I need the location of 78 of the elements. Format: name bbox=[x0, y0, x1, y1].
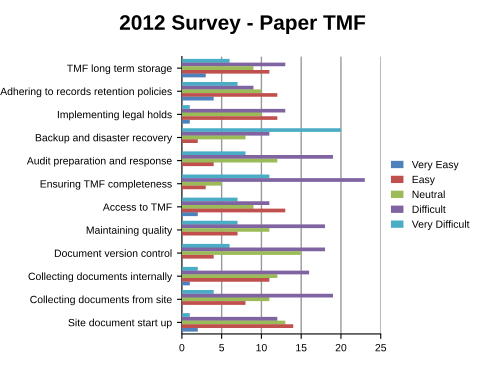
y-tick-label: TMF long term storage bbox=[67, 64, 172, 74]
x-tick-label: 5 bbox=[219, 344, 224, 352]
bar bbox=[182, 201, 270, 205]
bar bbox=[182, 278, 270, 282]
x-tick-label: 15 bbox=[296, 344, 307, 352]
x-tick-label: 25 bbox=[375, 344, 386, 352]
legend-label: Very Difficult bbox=[412, 220, 470, 230]
bar bbox=[182, 86, 254, 90]
bar bbox=[182, 212, 198, 216]
bar bbox=[182, 162, 214, 166]
bar bbox=[182, 186, 206, 190]
y-tick-label: Ensuring TMF completeness bbox=[40, 180, 172, 190]
y-tick-label: Access to TMF bbox=[102, 203, 172, 211]
y-tick-label: Maintaining quality bbox=[86, 226, 172, 236]
bar bbox=[182, 316, 278, 321]
x-tick-label: 20 bbox=[336, 344, 346, 352]
bar bbox=[182, 251, 302, 255]
y-tick-label: Adhering to records retention policies bbox=[0, 87, 172, 98]
y-tick-label: Site document start up bbox=[68, 318, 172, 328]
bar bbox=[182, 82, 238, 86]
y-tick-label: Backup and disaster recovery bbox=[36, 134, 172, 144]
legend-label: Difficult bbox=[412, 205, 446, 213]
bar bbox=[182, 204, 254, 209]
bar bbox=[182, 120, 190, 124]
legend-label: Easy bbox=[412, 176, 435, 186]
legend-label: Neutral bbox=[412, 190, 445, 198]
y-tick-label: Implementing legal holds bbox=[58, 110, 172, 120]
bar bbox=[182, 136, 246, 140]
y-tick-label: Document version control bbox=[54, 249, 172, 257]
bar bbox=[182, 254, 214, 259]
bar bbox=[182, 96, 214, 100]
y-tick-label: Collecting documents internally bbox=[28, 272, 172, 282]
bar bbox=[182, 324, 294, 328]
y-tick-label: Collecting documents from site bbox=[30, 296, 172, 306]
bar bbox=[182, 244, 230, 248]
bar bbox=[182, 320, 286, 324]
bar bbox=[182, 328, 198, 332]
bar bbox=[182, 112, 262, 116]
bar bbox=[182, 182, 222, 186]
bar bbox=[182, 58, 230, 63]
bar bbox=[182, 313, 190, 317]
bar bbox=[182, 198, 238, 202]
bar bbox=[182, 89, 262, 94]
bar bbox=[182, 208, 286, 212]
bar bbox=[182, 232, 238, 236]
bar bbox=[182, 270, 310, 274]
bar bbox=[182, 174, 270, 178]
bar bbox=[182, 266, 198, 271]
bar bbox=[182, 274, 278, 278]
bar bbox=[182, 297, 270, 302]
bar bbox=[182, 105, 190, 109]
bar bbox=[182, 128, 341, 132]
bar bbox=[182, 290, 214, 294]
bar bbox=[182, 248, 326, 252]
bar bbox=[182, 294, 333, 298]
bar bbox=[182, 132, 270, 136]
bar bbox=[182, 282, 190, 286]
bar bbox=[182, 62, 286, 66]
x-tick-label: 0 bbox=[179, 344, 184, 352]
bar bbox=[182, 70, 270, 74]
bar bbox=[182, 158, 278, 162]
bar bbox=[182, 220, 238, 224]
x-tick-label: 10 bbox=[256, 344, 267, 352]
bar bbox=[182, 116, 278, 120]
bar bbox=[182, 224, 326, 228]
bar bbox=[182, 74, 206, 78]
bar bbox=[182, 66, 254, 70]
bar bbox=[182, 139, 198, 144]
legend-label: Very Easy bbox=[412, 160, 459, 170]
bar bbox=[182, 155, 333, 159]
bar bbox=[182, 228, 270, 232]
bar bbox=[182, 178, 365, 182]
bar bbox=[182, 301, 246, 305]
chart-title: 2012 Survey - Paper TMF bbox=[120, 15, 366, 34]
y-tick-label: Audit preparation and response bbox=[26, 156, 172, 167]
bar bbox=[182, 151, 246, 156]
bar bbox=[182, 108, 286, 113]
bar bbox=[182, 93, 278, 97]
